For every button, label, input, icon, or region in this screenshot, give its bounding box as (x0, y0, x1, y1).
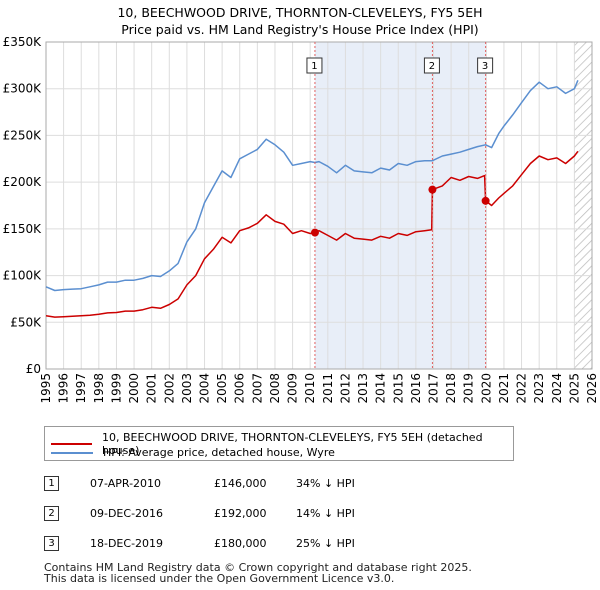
x-tick-label: 2005 (215, 373, 229, 404)
transaction-hpi-diff: 14% ↓ HPI (296, 507, 355, 520)
sale-point (310, 228, 319, 237)
transaction-hpi-diff: 25% ↓ HPI (296, 537, 355, 550)
chart-title-block: 10, BEECHWOOD DRIVE, THORNTON-CLEVELEYS,… (0, 4, 600, 38)
y-tick-label: £150K (3, 222, 43, 236)
x-tick-label: 2013 (356, 373, 370, 404)
x-tick-label: 2016 (409, 373, 423, 404)
legend-label-hpi: HPI: Average price, detached house, Wyre (103, 446, 335, 459)
y-tick-label: £50K (10, 315, 42, 329)
x-tick-label: 2001 (145, 373, 159, 404)
attribution-line-2: This data is licensed under the Open Gov… (44, 572, 395, 585)
x-tick-label: 2025 (567, 373, 581, 404)
x-tick-label: 2023 (532, 373, 546, 404)
annotation-label: 1 (311, 61, 317, 72)
x-tick-label: 2006 (233, 373, 247, 404)
x-tick-label: 1999 (109, 373, 123, 404)
y-tick-label: £0 (26, 362, 41, 376)
legend-item-hpi: HPI: Average price, detached house, Wyre (51, 446, 335, 459)
x-tick-label: 2012 (338, 373, 352, 404)
x-tick-label: 2015 (391, 373, 405, 404)
legend-item-property: 10, BEECHWOOD DRIVE, THORNTON-CLEVELEYS,… (51, 431, 513, 457)
x-tick-label: 2003 (180, 373, 194, 404)
plot-frame (45, 41, 593, 370)
transaction-number: 1 (44, 476, 59, 491)
x-tick-label: 2017 (426, 373, 440, 404)
x-tick-label: 2007 (250, 373, 264, 404)
transaction-price: £180,000 (214, 537, 267, 550)
x-tick-label: 2008 (268, 373, 282, 404)
transaction-number: 3 (44, 536, 59, 551)
legend-label-property: 10, BEECHWOOD DRIVE, THORNTON-CLEVELEYS,… (101, 431, 483, 457)
sale-point (481, 196, 490, 205)
y-tick-label: £350K (3, 35, 43, 49)
x-tick-label: 1996 (57, 373, 71, 404)
x-tick-label: 2000 (127, 373, 141, 404)
transaction-row: 3 18-DEC-2019 £180,000 25% ↓ HPI (44, 534, 464, 554)
ownership-shaded-region (314, 42, 486, 369)
x-tick-label: 2019 (462, 373, 476, 404)
x-tick-label: 2021 (497, 373, 511, 404)
attribution-footer: Contains HM Land Registry data © Crown c… (44, 562, 472, 584)
transaction-price: £146,000 (214, 477, 267, 490)
annotation-box (423, 57, 440, 74)
attribution-line-1: Contains HM Land Registry data © Crown c… (44, 561, 472, 574)
legend-swatch-hpi (51, 451, 93, 454)
x-tick-label: 1995 (39, 373, 53, 404)
x-tick-label: 2022 (515, 373, 529, 404)
transaction-date: 18-DEC-2019 (90, 537, 164, 550)
chart-title: 10, BEECHWOOD DRIVE, THORNTON-CLEVELEYS,… (117, 5, 483, 20)
transaction-date: 09-DEC-2016 (90, 507, 164, 520)
transaction-row: 1 07-APR-2010 £146,000 34% ↓ HPI (44, 474, 464, 494)
series-line-property (45, 150, 579, 318)
transaction-price: £192,000 (214, 507, 267, 520)
x-tick-label: 2004 (198, 373, 212, 404)
sale-point (428, 185, 437, 194)
x-tick-label: 2014 (374, 373, 388, 404)
x-tick-label: 1997 (74, 373, 88, 404)
annotation-box (306, 57, 323, 74)
forecast-hatch-region (574, 42, 592, 369)
y-tick-label: £250K (3, 128, 43, 142)
transaction-row: 2 09-DEC-2016 £192,000 14% ↓ HPI (44, 504, 464, 524)
price-chart: £0 £50K £100K £150K £200K £250K £300K £350K 1995… (3, 35, 599, 404)
transaction-number: 2 (44, 506, 59, 521)
legend-swatch-property (51, 443, 92, 445)
x-tick-label: 2011 (321, 373, 335, 404)
annotation-label: 2 (429, 61, 435, 72)
transaction-hpi-diff: 34% ↓ HPI (296, 477, 355, 490)
annotation-label: 3 (482, 61, 488, 72)
transaction-date: 07-APR-2010 (90, 477, 162, 490)
x-tick-label: 2024 (550, 373, 564, 404)
y-tick-label: £200K (3, 175, 43, 189)
x-tick-label: 2018 (444, 373, 458, 404)
x-tick-label: 2009 (286, 373, 300, 404)
x-tick-label: 2026 (585, 373, 599, 404)
y-tick-label: £100K (3, 269, 43, 283)
chart-legend: 10, BEECHWOOD DRIVE, THORNTON-CLEVELEYS,… (44, 426, 514, 461)
x-tick-label: 2020 (479, 373, 493, 404)
x-tick-label: 1998 (92, 373, 106, 404)
series-line-hpi (45, 80, 579, 292)
chart-subtitle: Price paid vs. HM Land Registry's House … (121, 22, 479, 37)
y-tick-label: £300K (3, 82, 43, 96)
annotation-box (477, 57, 494, 74)
x-tick-label: 2010 (303, 373, 317, 404)
x-tick-label: 2002 (162, 373, 176, 404)
